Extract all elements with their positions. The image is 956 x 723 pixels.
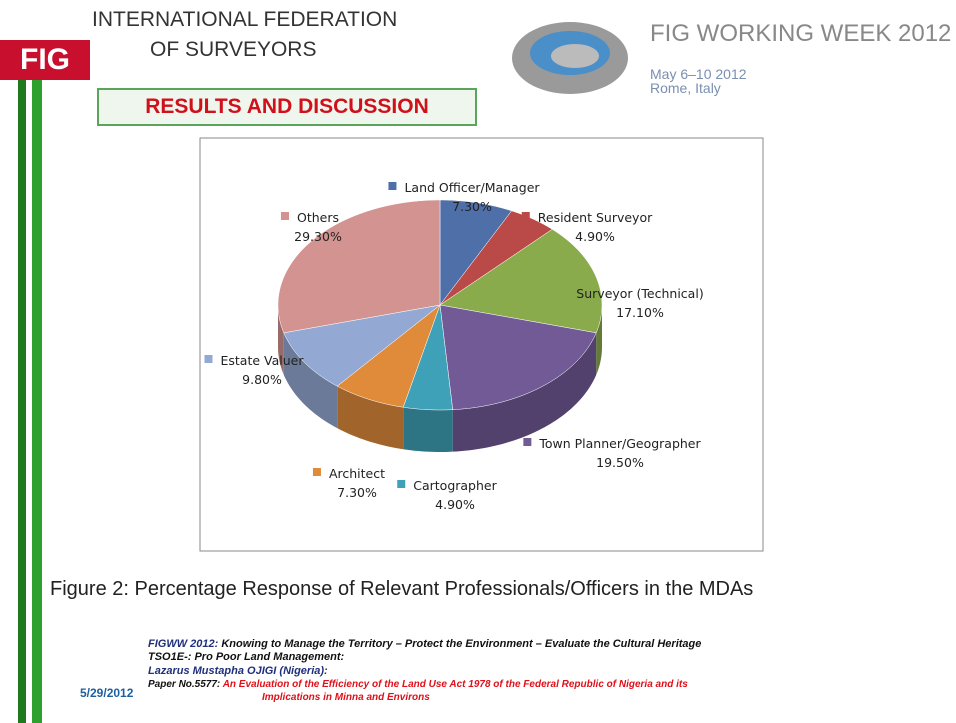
data-label: 4.90% — [435, 497, 475, 512]
event-dates: May 6–10 2012 Rome, Italy — [650, 67, 747, 95]
data-label: 17.10% — [616, 305, 664, 320]
slice-side — [283, 332, 338, 429]
data-label: 9.80% — [242, 372, 282, 387]
data-label-name: Others — [297, 210, 339, 225]
data-label: 29.30% — [294, 229, 342, 244]
footer-paper: Paper No.5577: An Evaluation of the Effi… — [148, 679, 688, 690]
footer-theme: FIGWW 2012: Knowing to Manage the Territ… — [148, 638, 701, 650]
data-label: 4.90% — [575, 229, 615, 244]
theme: Knowing to Manage the Territory – Protec… — [221, 638, 702, 650]
section-title: RESULTS AND DISCUSSION — [97, 88, 477, 126]
legend-marker — [523, 438, 532, 446]
paper-title: An Evaluation of the Efficiency of the L… — [222, 679, 688, 690]
slice — [439, 304, 597, 410]
legend-marker — [521, 212, 530, 220]
data-label-name: Estate Valuer — [220, 353, 304, 368]
data-label: 7.30% — [337, 485, 377, 500]
slice-side — [278, 305, 284, 375]
slice — [336, 304, 441, 408]
paper-title: Implications in Minna and Environs — [262, 692, 430, 703]
data-label: 19.50% — [596, 455, 644, 470]
data-label-name: Cartographer — [413, 478, 497, 493]
caption: Figure 2: Percentage Response of Relevan… — [50, 578, 754, 600]
paper-label: Paper No.5577: — [148, 679, 221, 690]
slice — [439, 229, 603, 334]
legend-marker — [560, 288, 569, 296]
org-name: INTERNATIONAL FEDERATION — [92, 8, 398, 31]
slice-side — [596, 305, 602, 375]
event-title: FIG WORKING WEEK 2012 — [650, 20, 952, 47]
legend-marker — [388, 182, 397, 190]
slice-side — [403, 407, 453, 452]
data-label: 7.30% — [452, 199, 492, 214]
legend-marker — [280, 212, 289, 220]
legend-marker — [312, 468, 321, 476]
date: 5/29/2012 — [80, 686, 134, 700]
left-bar — [32, 78, 42, 723]
legend-marker — [204, 355, 213, 363]
slice — [277, 199, 441, 334]
org-name: OF SURVEYORS — [150, 38, 317, 61]
data-label-name: Land Officer/Manager — [404, 180, 540, 195]
dates: May 6–10 2012 — [650, 66, 747, 82]
place: Rome, Italy — [650, 80, 721, 96]
footer-author: Lazarus Mustapha OJIGI (Nigeria): — [148, 665, 328, 677]
data-label-name: Surveyor (Technical) — [576, 286, 703, 301]
data-label-name: Resident Surveyor — [538, 210, 653, 225]
legend-marker — [397, 480, 406, 488]
left-bar-dark — [18, 78, 26, 723]
slice — [439, 210, 553, 306]
slice — [439, 199, 513, 306]
theme-label: FIGWW 2012: — [148, 638, 219, 650]
slice-side — [452, 332, 597, 452]
footer-session: TSO1E-: Pro Poor Land Management: — [148, 651, 345, 663]
colosseum-logo — [512, 22, 628, 94]
slice — [283, 304, 441, 387]
slice-side — [337, 386, 404, 450]
data-label-name: Architect — [329, 466, 385, 481]
logo: FIG — [0, 40, 90, 80]
data-label-name: Town Planner/Geographer — [538, 436, 701, 451]
slice — [402, 304, 453, 411]
